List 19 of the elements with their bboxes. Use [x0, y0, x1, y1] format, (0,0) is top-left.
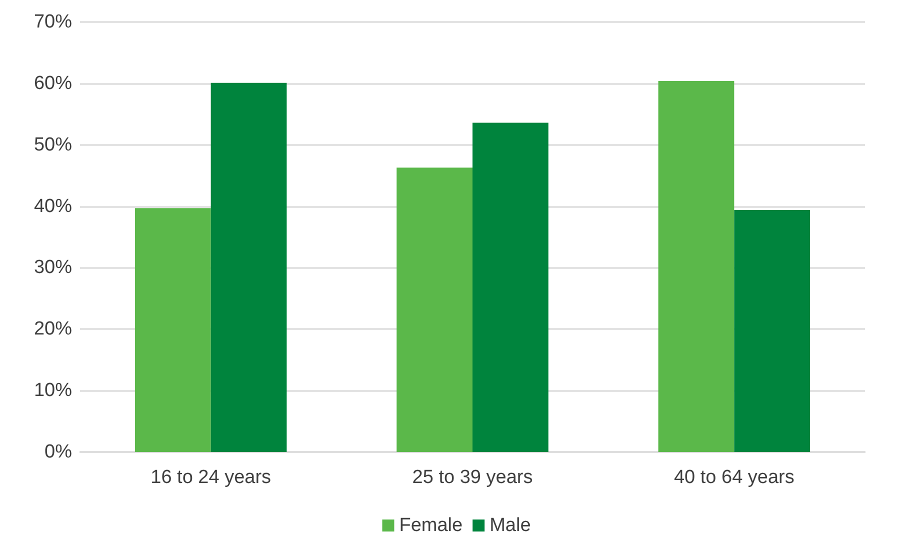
y-tick-label: 10%: [34, 380, 72, 402]
legend-label: Female: [399, 515, 463, 536]
bar: [658, 80, 734, 452]
x-tick-label: 40 to 64 years: [674, 467, 794, 488]
bar: [210, 82, 287, 452]
y-tick-label: 30%: [34, 257, 72, 278]
legend-label: Male: [490, 515, 531, 536]
y-tick-label: 20%: [34, 318, 72, 340]
y-tick-label: 0%: [44, 442, 72, 462]
y-tick-label: 40%: [34, 196, 72, 217]
y-tick-label: 50%: [34, 134, 72, 156]
x-tick-label: 16 to 24 years: [150, 467, 272, 488]
bar: [472, 122, 548, 452]
bar: [134, 208, 211, 452]
bar: [396, 168, 472, 452]
y-tick-label: 70%: [34, 12, 72, 32]
bar: [734, 210, 810, 452]
y-tick-label: 60%: [34, 72, 72, 94]
x-tick-label: 25 to 39 years: [412, 467, 533, 488]
